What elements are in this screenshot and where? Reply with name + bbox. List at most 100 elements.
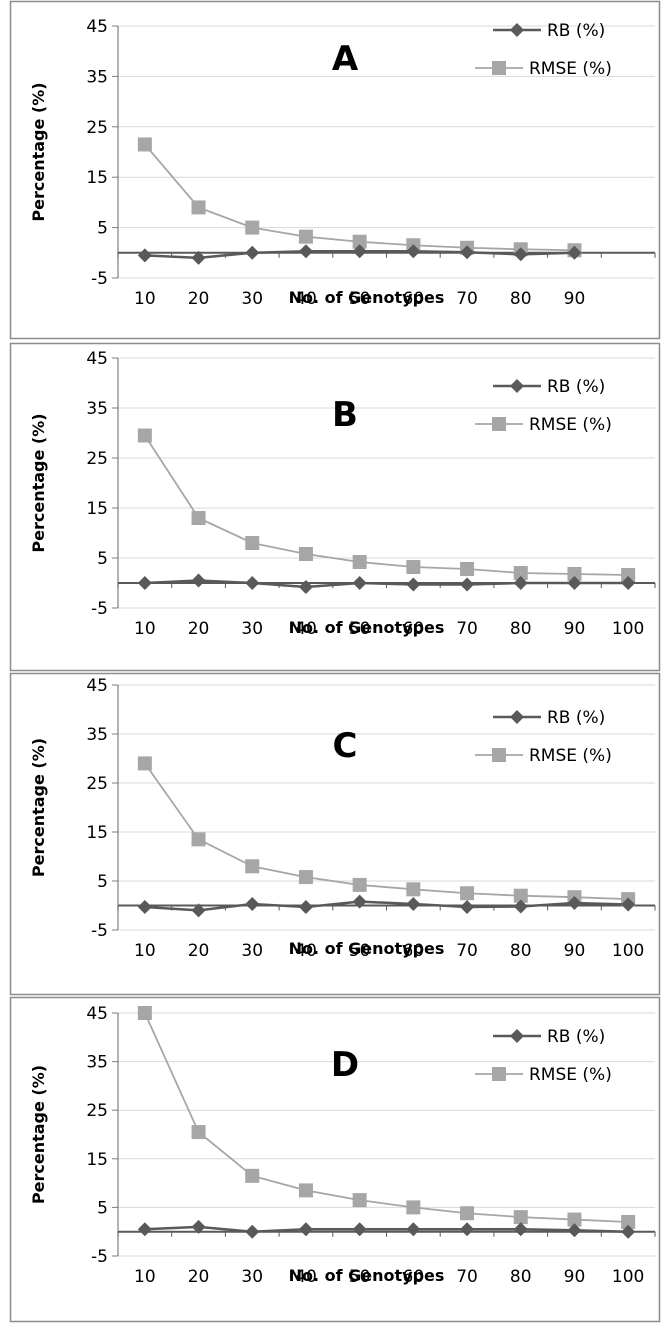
y-tick-label: 15 bbox=[86, 1150, 108, 1170]
legend-marker bbox=[492, 748, 506, 762]
x-tick-label: 10 bbox=[134, 619, 156, 639]
data-point-rmse bbox=[406, 1200, 421, 1215]
data-point-rb bbox=[513, 899, 528, 914]
y-tick-label: 45 bbox=[86, 17, 108, 37]
x-tick-label: 40 bbox=[295, 941, 317, 961]
data-point-rb bbox=[406, 577, 421, 592]
data-point-rmse bbox=[460, 1206, 475, 1221]
legend-entry: RB (%) bbox=[547, 708, 605, 728]
series-line-rmse bbox=[144, 435, 629, 576]
x-tick-label: 70 bbox=[456, 1267, 478, 1287]
y-axis-title: Percentage (%) bbox=[29, 1065, 48, 1204]
x-tick-label: 70 bbox=[456, 941, 478, 961]
legend-marker bbox=[492, 417, 506, 431]
x-axis-title: No. of Genotypes bbox=[289, 939, 445, 958]
legend-entry: RMSE (%) bbox=[529, 59, 612, 79]
y-tick-label: 25 bbox=[86, 118, 108, 138]
data-point-rb bbox=[513, 1222, 528, 1237]
x-tick-label: 10 bbox=[134, 289, 156, 309]
data-point-rmse bbox=[513, 888, 528, 903]
x-tick-label: 100 bbox=[612, 619, 644, 639]
data-point-rb bbox=[567, 576, 582, 590]
y-tick-label: 35 bbox=[86, 67, 108, 87]
y-tick-label: 35 bbox=[86, 725, 108, 745]
data-point-rmse bbox=[245, 536, 260, 550]
data-point-rmse bbox=[352, 555, 367, 569]
chart-panel-d: 45 35 25 15 5 -5 10 20 30 40 50 60 70 80 90 100 No. of G… bbox=[9, 996, 661, 1323]
chart-panel-b: 45 35 25 15 5 -5 10 20 30 40 50 60 70 80 90 100 No. of G… bbox=[9, 342, 661, 672]
data-point-rmse bbox=[137, 428, 152, 443]
x-tick-label: 90 bbox=[564, 1267, 586, 1287]
x-tick-label: 60 bbox=[403, 1267, 425, 1287]
y-tick-label: 5 bbox=[97, 219, 108, 239]
data-point-rb bbox=[245, 576, 260, 590]
series-line-rb bbox=[144, 1225, 629, 1233]
data-point-rb bbox=[567, 1223, 582, 1238]
y-tick-label: 45 bbox=[86, 676, 108, 696]
data-point-rb bbox=[513, 247, 528, 262]
y-tick-label: -5 bbox=[91, 1247, 108, 1267]
y-tick-label: 15 bbox=[86, 168, 108, 188]
x-tick-label: 90 bbox=[564, 619, 586, 639]
x-tick-label: 30 bbox=[241, 941, 263, 961]
series-line-rmse bbox=[144, 1012, 629, 1223]
series-line-rb bbox=[144, 579, 629, 589]
x-tick-label: 80 bbox=[510, 941, 532, 961]
legend-entry: RMSE (%) bbox=[529, 746, 612, 766]
y-tick-label: 25 bbox=[86, 1101, 108, 1121]
data-point-rb bbox=[191, 1219, 206, 1234]
y-tick-label: 35 bbox=[86, 399, 108, 419]
legend-entry: RMSE (%) bbox=[529, 415, 612, 435]
data-point-rmse bbox=[298, 547, 313, 561]
data-point-rmse bbox=[352, 234, 367, 249]
panel-frame bbox=[9, 672, 661, 996]
x-tick-label: 50 bbox=[349, 941, 371, 961]
data-point-rmse bbox=[460, 886, 475, 901]
x-tick-label: 100 bbox=[612, 1267, 644, 1287]
data-point-rb bbox=[513, 576, 528, 590]
x-tick-label: 100 bbox=[612, 941, 644, 961]
data-point-rb bbox=[621, 1224, 636, 1239]
x-tick-label: 40 bbox=[295, 289, 317, 309]
data-point-rmse bbox=[513, 566, 528, 580]
data-point-rb bbox=[460, 899, 475, 914]
x-tick-label: 10 bbox=[134, 941, 156, 961]
data-point-rb bbox=[245, 1224, 260, 1239]
data-point-rb bbox=[460, 1222, 475, 1237]
y-tick-label: 35 bbox=[86, 1053, 108, 1073]
data-point-rb bbox=[298, 244, 313, 259]
data-point-rb bbox=[352, 576, 367, 590]
panel-frame bbox=[9, 0, 661, 340]
legend-entry: RB (%) bbox=[547, 1027, 605, 1047]
data-point-rmse bbox=[191, 832, 206, 847]
data-point-rmse bbox=[137, 1006, 152, 1020]
x-tick-label: 70 bbox=[456, 289, 478, 309]
y-axis-title: Percentage (%) bbox=[29, 413, 48, 552]
data-point-rb bbox=[137, 248, 152, 263]
data-point-rb bbox=[352, 1222, 367, 1237]
data-point-rb bbox=[298, 1222, 313, 1237]
data-point-rb bbox=[137, 899, 152, 914]
series-line-rmse bbox=[144, 143, 575, 252]
y-tick-label: 15 bbox=[86, 499, 108, 519]
x-tick-label: 80 bbox=[510, 1267, 532, 1287]
y-tick-label: 5 bbox=[97, 549, 108, 569]
data-point-rmse bbox=[191, 511, 206, 525]
x-tick-label: 50 bbox=[349, 289, 371, 309]
data-point-rb bbox=[567, 896, 582, 911]
x-tick-label: 30 bbox=[241, 1267, 263, 1287]
data-point-rmse bbox=[406, 882, 421, 897]
panel-label: B bbox=[332, 395, 358, 435]
data-point-rb bbox=[191, 573, 206, 588]
data-point-rb bbox=[137, 576, 152, 590]
x-tick-label: 90 bbox=[564, 289, 586, 309]
data-point-rb bbox=[406, 244, 421, 259]
legend-entry: RB (%) bbox=[547, 377, 605, 397]
y-tick-label: 15 bbox=[86, 823, 108, 843]
y-tick-label: 25 bbox=[86, 449, 108, 469]
panel-frame bbox=[9, 996, 661, 1323]
data-point-rb bbox=[352, 894, 367, 909]
data-point-rmse bbox=[352, 1193, 367, 1208]
data-point-rb bbox=[352, 244, 367, 259]
x-tick-label: 10 bbox=[134, 1267, 156, 1287]
